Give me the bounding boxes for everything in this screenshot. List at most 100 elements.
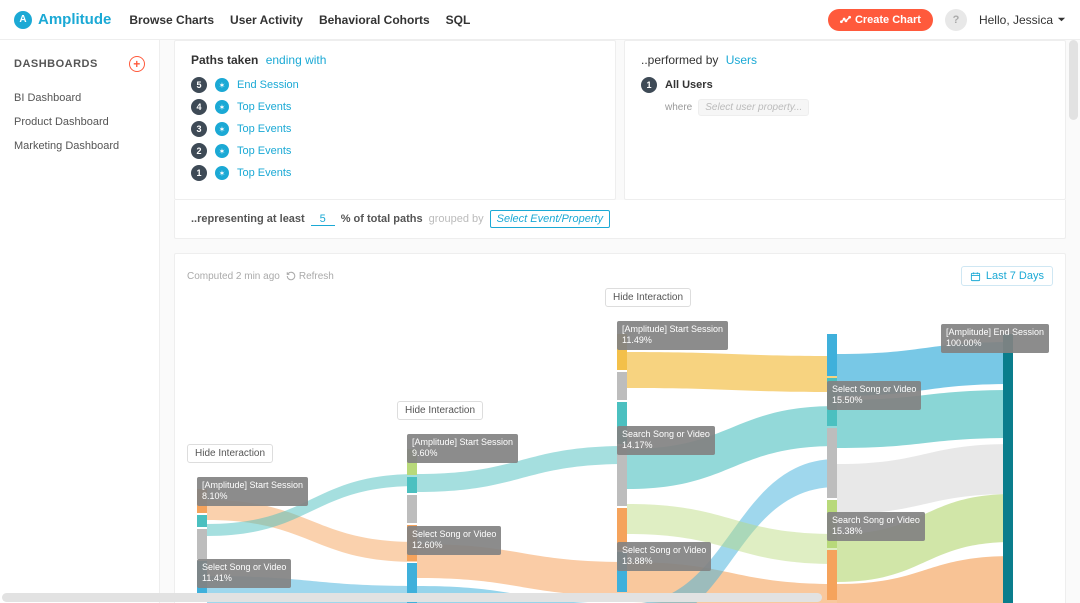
event-link[interactable]: Top Events — [237, 167, 291, 179]
nav-browse-charts[interactable]: Browse Charts — [129, 13, 214, 27]
step-badge: 4 — [191, 99, 207, 115]
segment-badge: 1 — [641, 77, 657, 93]
date-range-picker[interactable]: Last 7 Days — [961, 266, 1053, 286]
segment-row: 1 All Users — [641, 77, 1049, 93]
node-percent: 9.60% — [412, 448, 513, 459]
path-step-row: 4✶Top Events — [191, 99, 599, 115]
user-property-input[interactable]: Select user property... — [698, 99, 809, 116]
node-percent: 15.38% — [832, 526, 920, 537]
event-type-icon: ✶ — [215, 78, 229, 92]
node-event-name: [Amplitude] Start Session — [622, 324, 723, 334]
where-label: where — [665, 102, 692, 113]
main-nav: Browse Charts User Activity Behavioral C… — [129, 13, 470, 27]
topbar: A Amplitude Browse Charts User Activity … — [0, 0, 1080, 40]
nav-sql[interactable]: SQL — [446, 13, 471, 27]
sidebar-item-product[interactable]: Product Dashboard — [14, 110, 145, 134]
date-range-label: Last 7 Days — [986, 270, 1044, 282]
sidebar-title-row: DASHBOARDS + — [14, 56, 145, 72]
event-type-icon: ✶ — [215, 122, 229, 136]
path-step-row: 1 ✶ Top Events — [191, 165, 599, 181]
chart-panel: Computed 2 min ago Refresh Last 7 Days H… — [174, 253, 1066, 603]
event-link[interactable]: Top Events — [237, 123, 291, 135]
horizontal-scrollbar[interactable] — [2, 593, 1066, 602]
help-button[interactable]: ? — [945, 9, 967, 31]
event-type-icon: ✶ — [215, 144, 229, 158]
node-percent: 11.41% — [202, 573, 286, 584]
nav-behavioral-cohorts[interactable]: Behavioral Cohorts — [319, 13, 430, 27]
sankey-node-label[interactable]: Select Song or Video11.41% — [197, 559, 291, 588]
node-event-name: Select Song or Video — [412, 529, 496, 539]
sankey-node-label[interactable]: Select Song or Video13.88% — [617, 542, 711, 571]
vertical-scrollbar[interactable] — [1069, 40, 1078, 595]
create-chart-button[interactable]: Create Chart — [828, 9, 933, 31]
pathfinder-chart: Hide Interaction [Amplitude] Start Sessio… — [187, 294, 1053, 603]
performed-by-label: ..performed by — [641, 53, 718, 67]
path-step-row: 3 ✶ Top Events — [191, 121, 599, 137]
ending-with-link[interactable]: ending with — [262, 53, 327, 67]
step-badge: 5 — [191, 77, 207, 93]
sankey-node-label[interactable]: [Amplitude] End Session100.00% — [941, 324, 1049, 353]
step-badge: 1 — [191, 165, 207, 181]
sankey-node-label[interactable]: Select Song or Video15.50% — [827, 381, 921, 410]
add-dashboard-button[interactable]: + — [129, 56, 145, 72]
node-percent: 14.17% — [622, 440, 710, 451]
node-event-name: [Amplitude] Start Session — [412, 437, 513, 447]
node-event-name: [Amplitude] End Session — [946, 327, 1044, 337]
computed-text: Computed 2 min ago — [187, 271, 280, 282]
brand-logo[interactable]: A Amplitude — [14, 11, 111, 29]
representing-suffix: % of total paths — [341, 213, 423, 225]
event-link[interactable]: End Session — [237, 79, 299, 91]
users-link[interactable]: Users — [722, 53, 757, 67]
hide-interaction-button[interactable]: Hide Interaction — [605, 288, 691, 307]
select-event-property[interactable]: Select Event/Property — [490, 210, 610, 228]
sidebar: DASHBOARDS + BI Dashboard Product Dashbo… — [0, 40, 160, 603]
sankey-node-label[interactable]: [Amplitude] Start Session8.10% — [197, 477, 308, 506]
user-greeting-text: Hello, Jessica — [979, 13, 1053, 27]
sankey-node-label[interactable]: [Amplitude] Start Session9.60% — [407, 434, 518, 463]
paths-heading: Paths taken ending with — [191, 53, 599, 67]
hide-interaction-button[interactable]: Hide Interaction — [187, 444, 273, 463]
event-link[interactable]: Top Events — [237, 101, 291, 113]
chart-line-icon — [840, 14, 851, 25]
step-badge: 3 — [191, 121, 207, 137]
performed-by-panel: ..performed by Users 1 All Users where S… — [624, 40, 1066, 200]
refresh-icon — [286, 271, 296, 281]
chevron-down-icon — [1057, 15, 1066, 24]
node-percent: 100.00% — [946, 338, 1044, 349]
segment-label: All Users — [665, 79, 713, 91]
event-type-icon: ✶ — [215, 166, 229, 180]
sankey-node-label[interactable]: Search Song or Video15.38% — [827, 512, 925, 541]
step-badge: 2 — [191, 143, 207, 159]
sankey-node-label[interactable]: Select Song or Video12.60% — [407, 526, 501, 555]
event-link[interactable]: Top Events — [237, 145, 291, 157]
node-percent: 13.88% — [622, 556, 706, 567]
brand-name: Amplitude — [38, 11, 111, 28]
sankey-node-label[interactable]: [Amplitude] Start Session11.49% — [617, 321, 728, 350]
refresh-button[interactable]: Refresh — [286, 271, 334, 282]
node-percent: 12.60% — [412, 540, 496, 551]
node-event-name: Search Song or Video — [622, 429, 710, 439]
hide-interaction-button[interactable]: Hide Interaction — [397, 401, 483, 420]
content-area: Paths taken ending with 5✶End Session4✶T… — [160, 40, 1080, 603]
sidebar-item-marketing[interactable]: Marketing Dashboard — [14, 134, 145, 158]
percent-input[interactable] — [311, 213, 335, 226]
nav-user-activity[interactable]: User Activity — [230, 13, 303, 27]
calendar-icon — [970, 271, 981, 282]
refresh-label: Refresh — [299, 271, 334, 282]
user-menu[interactable]: Hello, Jessica — [979, 13, 1066, 27]
create-chart-label: Create Chart — [855, 14, 921, 26]
node-percent: 8.10% — [202, 491, 303, 502]
paths-panel: Paths taken ending with 5✶End Session4✶T… — [174, 40, 616, 200]
grouped-by-label: grouped by — [429, 213, 484, 225]
sidebar-item-bi[interactable]: BI Dashboard — [14, 86, 145, 110]
path-step-row: 2 ✶ Top Events — [191, 143, 599, 159]
representing-bar: ..representing at least % of total paths… — [174, 200, 1066, 239]
performed-heading: ..performed by Users — [641, 53, 1049, 67]
amplitude-logo-icon: A — [14, 11, 32, 29]
node-event-name: Select Song or Video — [202, 562, 286, 572]
paths-taken-label: Paths taken — [191, 53, 258, 67]
node-event-name: Select Song or Video — [832, 384, 916, 394]
path-step-row: 5 ✶ End Session — [191, 77, 599, 93]
sankey-node-label[interactable]: Search Song or Video14.17% — [617, 426, 715, 455]
computed-row: Computed 2 min ago Refresh — [187, 271, 334, 282]
